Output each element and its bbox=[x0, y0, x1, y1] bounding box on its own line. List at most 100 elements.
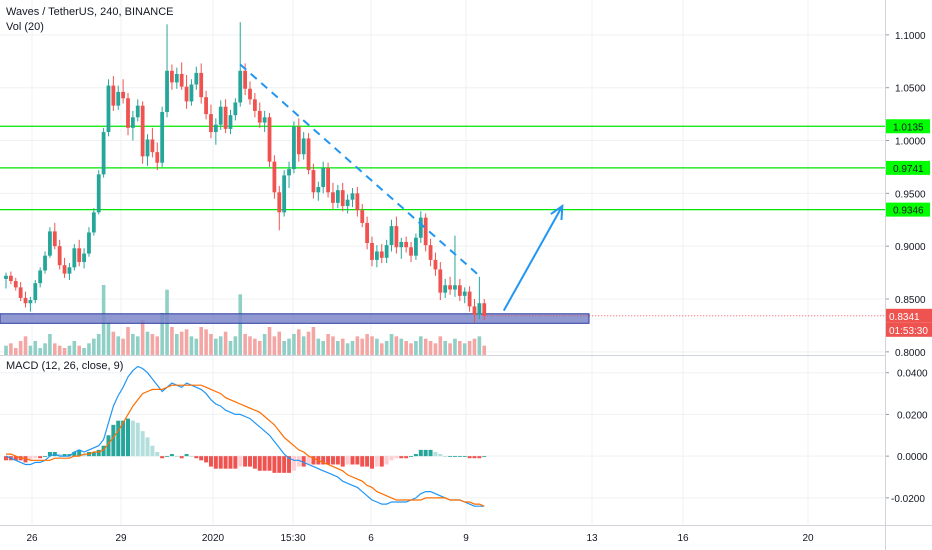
candle-body bbox=[218, 106, 223, 125]
candle-body bbox=[111, 85, 116, 106]
x-tick-label: 20 bbox=[802, 533, 814, 544]
volume-bar bbox=[384, 341, 389, 355]
x-tick-label: 13 bbox=[586, 533, 598, 544]
volume-bar bbox=[350, 341, 355, 355]
candle-body bbox=[335, 190, 340, 203]
candle-body bbox=[462, 291, 467, 296]
macd-histogram-bar bbox=[121, 420, 126, 457]
candle-body bbox=[457, 285, 462, 296]
macd-histogram-bar bbox=[423, 449, 428, 457]
macd-histogram-bar bbox=[267, 456, 272, 471]
macd-histogram-bar bbox=[204, 456, 209, 463]
volume-bar bbox=[57, 345, 62, 355]
macd-tick-label: -0.0200 bbox=[891, 494, 925, 505]
volume-bar bbox=[340, 338, 345, 355]
price-tick-label: 0.8500 bbox=[895, 295, 926, 306]
volume-bar bbox=[223, 331, 228, 355]
level-price-tag-label: 1.0135 bbox=[893, 122, 924, 133]
volume-bar bbox=[370, 336, 374, 355]
volume-bar bbox=[194, 338, 199, 355]
candle-body bbox=[174, 73, 179, 83]
candle-body bbox=[135, 105, 140, 118]
candle-body bbox=[272, 161, 277, 193]
candle-body bbox=[443, 285, 448, 293]
volume-bar bbox=[18, 341, 23, 355]
candle-body bbox=[106, 85, 111, 133]
macd-tick-label: 0.0000 bbox=[897, 452, 928, 463]
macd-histogram-bar bbox=[252, 456, 257, 469]
candle-body bbox=[311, 170, 316, 193]
macd-histogram-bar bbox=[199, 456, 204, 461]
candle-body bbox=[374, 251, 379, 260]
x-tick-label: 16 bbox=[677, 533, 689, 544]
candle-body bbox=[370, 243, 374, 260]
macd-histogram-bar bbox=[345, 456, 350, 465]
candle-body bbox=[292, 126, 296, 170]
macd-histogram-bar bbox=[399, 456, 404, 459]
volume-bar bbox=[9, 343, 13, 355]
volume-bar bbox=[355, 336, 360, 355]
macd-histogram-bar bbox=[189, 456, 194, 457]
volume-bar bbox=[43, 343, 47, 355]
x-tick-label: 26 bbox=[26, 533, 38, 544]
macd-histogram-bar bbox=[67, 454, 72, 457]
macd-histogram-bar bbox=[116, 420, 121, 457]
candle-body bbox=[238, 70, 243, 103]
macd-histogram-bar bbox=[228, 456, 233, 469]
candle-body bbox=[340, 190, 345, 207]
macd-histogram-bar bbox=[184, 454, 189, 457]
price-tick-label: 0.9500 bbox=[895, 189, 926, 200]
macd-histogram-bar bbox=[28, 456, 33, 461]
volume-bar bbox=[360, 338, 365, 355]
macd-histogram-bar bbox=[418, 449, 423, 457]
volume-bar bbox=[292, 334, 296, 355]
volume-bar bbox=[92, 338, 96, 355]
macd-histogram-bar bbox=[72, 451, 77, 457]
macd-histogram-bar bbox=[194, 456, 199, 459]
candle-body bbox=[145, 139, 150, 157]
volume-bar bbox=[135, 336, 140, 355]
candle-body bbox=[482, 303, 487, 316]
chart-title: Waves / TetherUS, 240, BINANCE bbox=[6, 6, 174, 18]
macd-histogram-bar bbox=[282, 456, 287, 473]
volume-bar bbox=[394, 336, 399, 355]
downtrend-line bbox=[239, 63, 481, 277]
macd-histogram-bar bbox=[135, 422, 140, 457]
volume-bar bbox=[4, 345, 8, 355]
volume-bar bbox=[453, 338, 457, 355]
macd-histogram-bar bbox=[374, 456, 379, 467]
macd-histogram-bar bbox=[452, 456, 457, 457]
candle-body bbox=[326, 167, 330, 193]
macd-histogram-bar bbox=[462, 456, 467, 457]
volume-bar bbox=[419, 336, 423, 355]
macd-histogram-bar bbox=[413, 454, 418, 457]
volume-bar bbox=[287, 338, 291, 355]
volume-bar bbox=[243, 334, 247, 355]
candle-body bbox=[140, 105, 145, 157]
macd-histogram-bar bbox=[179, 456, 184, 459]
volume-bar bbox=[345, 343, 350, 355]
volume-bar bbox=[87, 343, 91, 355]
volume-bar bbox=[160, 313, 164, 355]
macd-histogram-bar bbox=[96, 449, 101, 457]
macd-tick-label: 0.0200 bbox=[897, 410, 928, 421]
volume-bar bbox=[326, 334, 330, 355]
macd-histogram-bar bbox=[311, 456, 316, 465]
volume-bar bbox=[38, 348, 42, 355]
volume-bar bbox=[13, 348, 18, 355]
candle-body bbox=[67, 267, 72, 274]
signal-line bbox=[6, 384, 485, 507]
candle-body bbox=[384, 245, 389, 258]
countdown-tag-label: 01:53:30 bbox=[889, 326, 928, 337]
macd-histogram-bar bbox=[130, 420, 135, 457]
price-tick-label: 0.8000 bbox=[895, 348, 926, 359]
volume-bar bbox=[482, 345, 487, 355]
volume-bar bbox=[48, 334, 52, 355]
candle-body bbox=[428, 245, 433, 260]
macd-histogram-bar bbox=[262, 456, 267, 471]
volume-bar bbox=[282, 341, 286, 355]
candle-body bbox=[82, 253, 86, 263]
level-price-tag bbox=[886, 202, 930, 217]
